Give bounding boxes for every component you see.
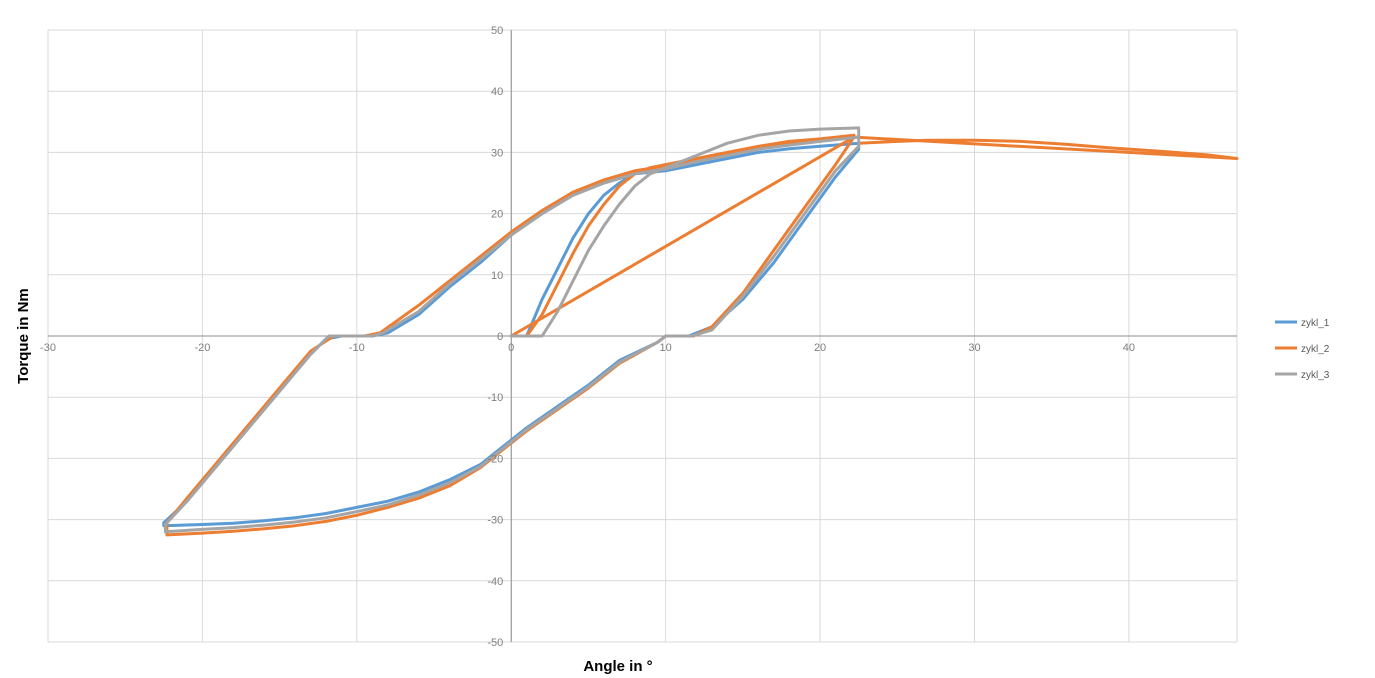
x-tick-label: 20 xyxy=(814,342,826,354)
y-tick-label: -40 xyxy=(487,576,503,588)
x-tick-label: -10 xyxy=(349,342,365,354)
y-tick-label: -50 xyxy=(487,637,503,649)
series-line-zykl-2 xyxy=(165,133,1239,537)
x-axis-title: Angle in ° xyxy=(583,658,652,675)
x-tick-label: -30 xyxy=(40,342,56,354)
y-tick-label: 50 xyxy=(491,25,503,37)
x-tick-label: 0 xyxy=(508,342,514,354)
y-tick-label: 30 xyxy=(491,147,503,159)
x-tick-label: 10 xyxy=(660,342,672,354)
legend-label-zykl-2: zykl_2 xyxy=(1301,344,1330,355)
tick-labels: -30 -20 -10 0 10 20 30 40 50 40 30 20 10 0 -10 -20 -30 -4… xyxy=(40,25,1135,649)
legend: zykl_1 zykl_2 zykl_3 xyxy=(1275,318,1330,381)
series-line-zykl-3 xyxy=(163,126,861,534)
legend-label-zykl-3: zykl_3 xyxy=(1301,370,1330,381)
x-tick-label: -20 xyxy=(194,342,210,354)
y-tick-label: 0 xyxy=(497,331,503,343)
y-tick-label: -20 xyxy=(487,453,503,465)
axes xyxy=(48,30,1237,642)
x-tick-label: 30 xyxy=(968,342,980,354)
y-tick-label: -10 xyxy=(487,392,503,404)
y-tick-label: -30 xyxy=(487,515,503,527)
x-tick-label: 40 xyxy=(1123,342,1135,354)
series-group xyxy=(162,126,1239,537)
y-tick-label: 40 xyxy=(491,86,503,98)
y-tick-label: 10 xyxy=(491,270,503,282)
legend-label-zykl-1: zykl_1 xyxy=(1301,318,1330,329)
y-tick-label: 20 xyxy=(491,209,503,221)
y-axis-title: Torque in Nm xyxy=(15,288,32,384)
